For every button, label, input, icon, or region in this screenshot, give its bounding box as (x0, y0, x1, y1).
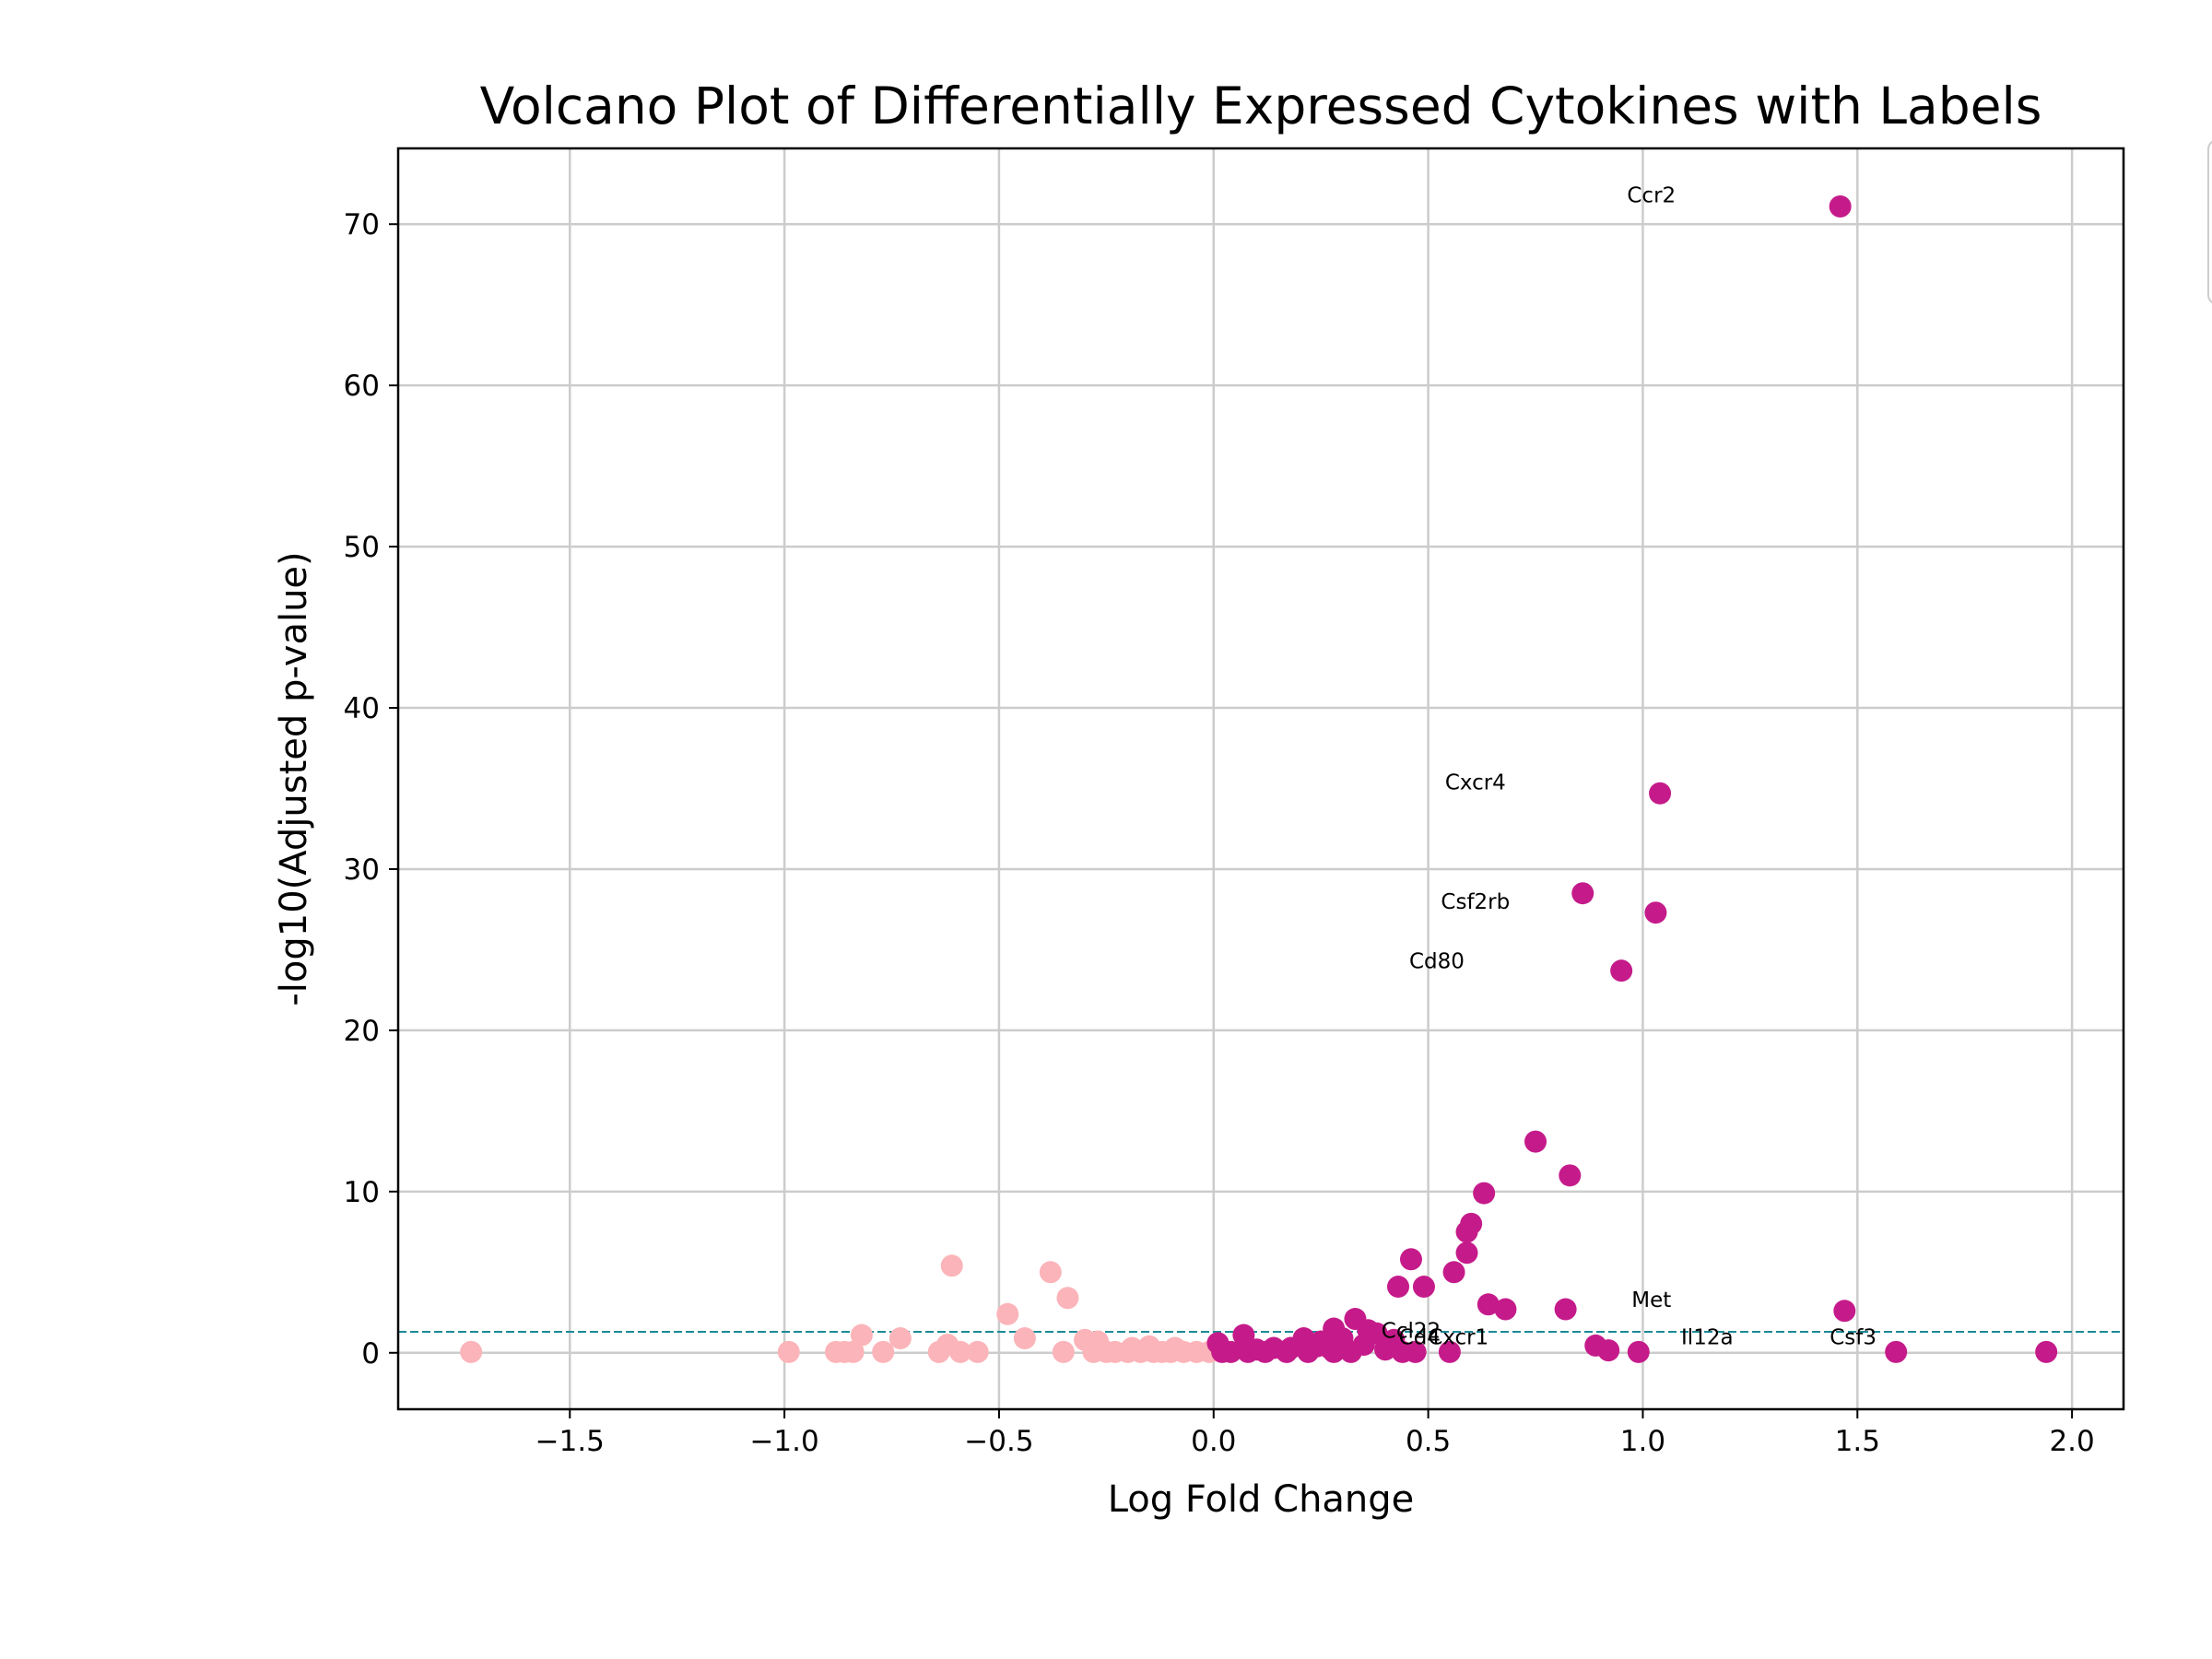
data-point (1455, 1220, 1478, 1243)
data-point (1610, 959, 1633, 982)
data-point (1387, 1276, 1410, 1299)
data-points (460, 194, 2058, 1363)
data-point (1297, 1340, 1320, 1363)
data-point (1013, 1327, 1036, 1350)
x-axis-ticks: −1.5 −1.0 −0.5 0.0 0.5 1.0 1.5 2.0 (535, 1409, 2095, 1458)
point-label: Csf3 (1830, 1325, 1877, 1349)
y-axis-ticks: 0 10 20 30 40 50 60 70 (344, 208, 398, 1371)
data-point (1644, 901, 1667, 924)
data-point (1232, 1324, 1255, 1347)
data-point (1245, 1338, 1268, 1361)
point-label: Ccl22 (1382, 1319, 1441, 1343)
data-point (841, 1340, 865, 1363)
data-point (1597, 1339, 1620, 1362)
data-point (1399, 1248, 1422, 1271)
data-point (2035, 1340, 2058, 1363)
data-point (1056, 1287, 1079, 1310)
data-point (1438, 1340, 1461, 1363)
data-point (1494, 1298, 1517, 1321)
data-point (996, 1302, 1019, 1325)
data-point (1649, 782, 1672, 805)
grid-lines (398, 148, 2124, 1409)
data-point (1404, 1340, 1427, 1363)
data-point (966, 1340, 989, 1363)
data-point (1829, 194, 1852, 218)
data-point (949, 1340, 972, 1363)
legend-box (2207, 140, 2212, 304)
data-point (1052, 1340, 1075, 1363)
data-point (1833, 1300, 1856, 1323)
y-axis-label: -log10(Adjusted p-value) (273, 551, 315, 1006)
data-point (1455, 1241, 1478, 1265)
y-tick-label: 30 (344, 853, 380, 887)
x-tick-label: −1.0 (749, 1425, 818, 1458)
data-point (1885, 1340, 1908, 1363)
x-tick-label: 0.5 (1406, 1425, 1451, 1458)
y-tick-label: 60 (344, 370, 380, 403)
data-point (1524, 1130, 1547, 1153)
point-label: Cxcr4 (1445, 771, 1506, 794)
chart-title: Volcano Plot of Differentially Expressed… (480, 76, 2042, 135)
data-point (460, 1340, 483, 1363)
data-point (927, 1340, 950, 1363)
data-point (1559, 1164, 1582, 1187)
point-label: Cd80 (1409, 950, 1465, 974)
data-point (888, 1327, 912, 1350)
data-point (777, 1340, 800, 1363)
x-tick-label: 0.0 (1191, 1425, 1236, 1458)
data-point (872, 1340, 895, 1363)
y-tick-label: 50 (344, 531, 380, 564)
data-point (1318, 1336, 1341, 1359)
data-point (1473, 1182, 1496, 1205)
x-tick-label: 1.0 (1620, 1425, 1665, 1458)
y-tick-label: 20 (344, 1015, 380, 1048)
data-point (1571, 882, 1594, 905)
x-tick-label: 1.5 (1835, 1425, 1880, 1458)
data-point (1442, 1261, 1465, 1284)
x-tick-label: −0.5 (964, 1425, 1033, 1458)
point-label: Cxcr1 (1428, 1325, 1488, 1349)
data-point (1374, 1338, 1397, 1361)
y-tick-label: 40 (344, 692, 380, 725)
y-tick-label: 70 (344, 208, 380, 241)
data-point (940, 1254, 963, 1277)
data-point (850, 1324, 873, 1347)
point-label: Met (1631, 1288, 1671, 1312)
data-point (1352, 1334, 1375, 1357)
x-tick-label: 2.0 (2049, 1425, 2094, 1458)
point-label: Ccr2 (1627, 184, 1676, 208)
point-label: Il12a (1681, 1325, 1734, 1349)
data-point (1554, 1298, 1577, 1321)
y-tick-label: 10 (344, 1176, 380, 1209)
data-point (1219, 1340, 1242, 1363)
data-point (1275, 1340, 1298, 1363)
data-point (1412, 1276, 1435, 1299)
point-label: Csf2rb (1441, 890, 1510, 914)
x-axis-label: Log Fold Change (1108, 1478, 1415, 1521)
y-tick-label: 0 (361, 1337, 380, 1371)
point-label: Cd4 (1399, 1325, 1441, 1349)
data-point (1477, 1293, 1500, 1316)
plot-area-frame (396, 147, 2125, 1411)
data-point (1627, 1340, 1650, 1363)
x-tick-label: −1.5 (535, 1425, 605, 1458)
data-point (1039, 1261, 1062, 1284)
